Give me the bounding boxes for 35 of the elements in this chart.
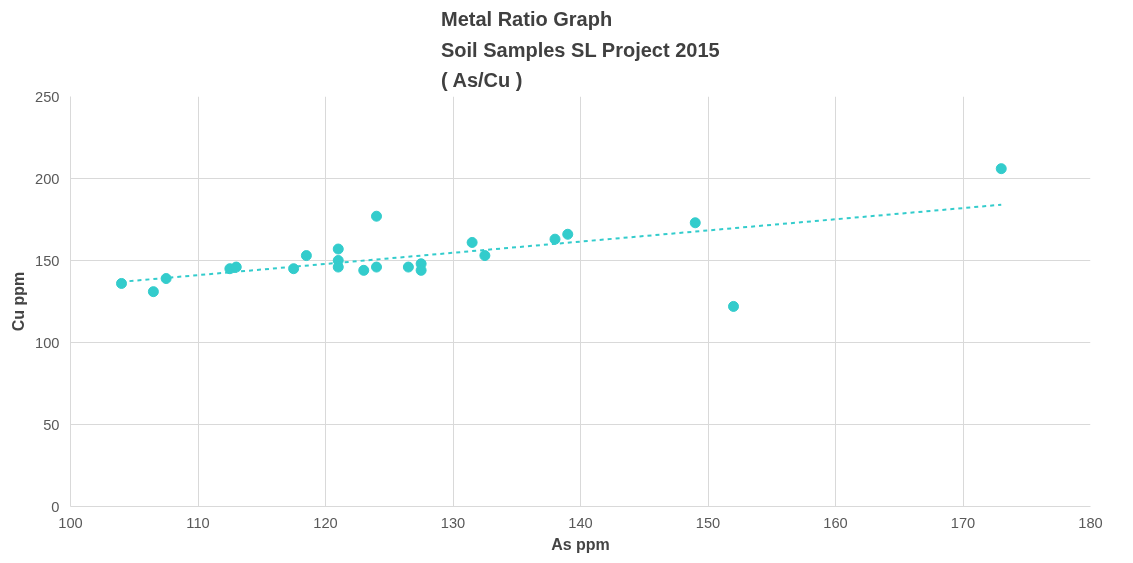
point: [562, 228, 574, 240]
x-tick-label: 160: [823, 514, 848, 531]
point: [995, 163, 1007, 175]
point: [288, 263, 300, 275]
y-tick-label: 100: [35, 334, 60, 351]
x-tick-label: 100: [58, 514, 83, 531]
point: [332, 243, 344, 255]
point: [300, 250, 312, 262]
x-tick-label: 140: [568, 514, 593, 531]
y-axis-title: Cu ppm: [10, 271, 28, 332]
point: [402, 261, 414, 273]
point: [466, 236, 478, 248]
point: [479, 250, 491, 262]
y-tick-label: 0: [51, 498, 60, 515]
x-tick-label: 110: [186, 514, 210, 531]
point: [358, 264, 370, 276]
x-axis-title: As ppm: [551, 535, 610, 553]
y-tick-label: 50: [43, 416, 60, 433]
point: [116, 277, 127, 289]
x-tick-label: 180: [1078, 514, 1103, 531]
y-tick-label: 150: [35, 252, 60, 269]
x-tick-label: 130: [440, 514, 466, 531]
point: [689, 217, 701, 229]
x-tick-label: 170: [950, 514, 976, 531]
chart-title: Metal Ratio Graph Soil Samples SL Project 2015 ( As/Cu ): [440, 7, 720, 92]
x-tick-label: 150: [695, 514, 721, 531]
point: [147, 286, 159, 298]
point: [371, 210, 382, 222]
x-tick-label: 120: [313, 514, 338, 531]
point: [549, 233, 561, 245]
point: [728, 300, 739, 312]
point: [371, 261, 382, 273]
y-tick-label: 250: [35, 88, 60, 105]
point: [160, 273, 172, 285]
y-tick-label: 200: [35, 170, 60, 187]
